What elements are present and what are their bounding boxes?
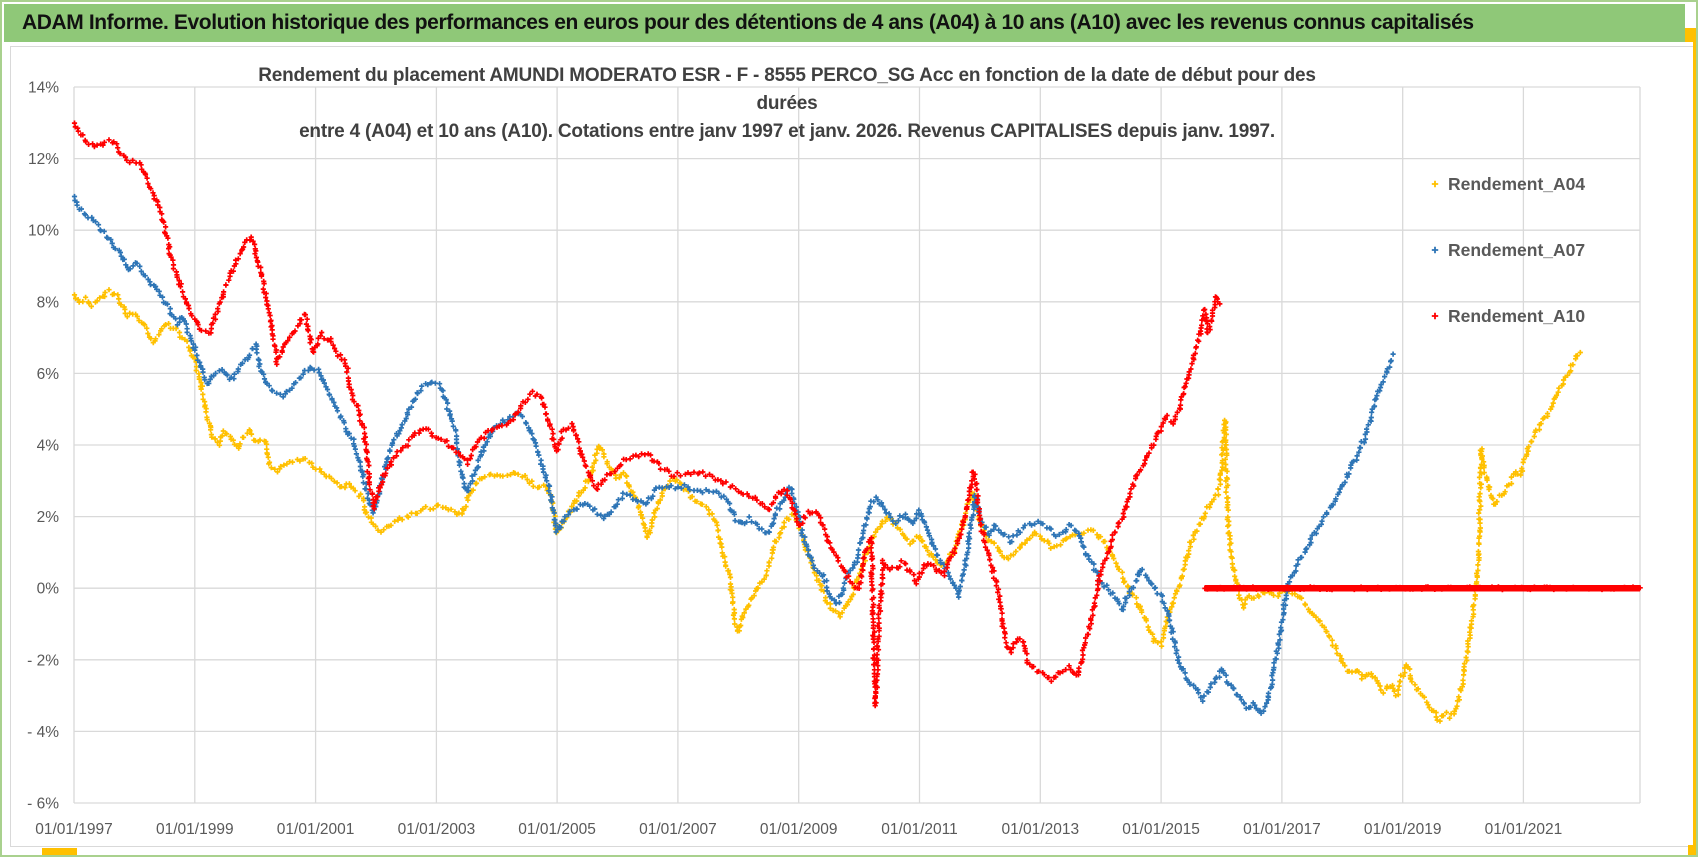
legend-marker-Rendement_A04: [1431, 180, 1439, 188]
chart-card: [10, 46, 1696, 847]
series-Rendement_A07: [71, 193, 1396, 716]
x-axis-tick-label: 01/01/2011: [881, 821, 957, 838]
y-axis-tick-label: 10%: [28, 223, 59, 240]
selection-handle-bottom-left: [42, 848, 77, 855]
x-axis-tick-label: 01/01/2005: [518, 821, 596, 838]
legend-label-Rendement_A07: Rendement_A07: [1448, 240, 1585, 260]
legend-label-Rendement_A04: Rendement_A04: [1448, 174, 1585, 194]
y-axis-tick-label: - 2%: [27, 652, 59, 669]
series-Rendement_A10: [71, 120, 1223, 709]
series-Rendement_A04: [71, 287, 1583, 724]
legend-label-Rendement_A10: Rendement_A10: [1448, 306, 1585, 326]
chart-title: Rendement du placement AMUNDI MODERATO E…: [242, 62, 1332, 146]
x-axis-tick-label: 01/01/2007: [639, 821, 717, 838]
chart-title-line1: Rendement du placement AMUNDI MODERATO E…: [258, 65, 1316, 114]
y-axis-tick-label: - 4%: [27, 724, 59, 741]
series-Rendement_A10-flat-markers: [1202, 584, 1643, 593]
x-axis-tick-label: 01/01/1999: [156, 821, 234, 838]
x-axis-tick-label: 01/01/2003: [398, 821, 476, 838]
x-axis-tick-label: 01/01/2019: [1364, 821, 1442, 838]
x-axis-tick-label: 01/01/2021: [1485, 821, 1563, 838]
y-axis-tick-label: 12%: [28, 151, 59, 168]
x-axis-tick-label: 01/01/2001: [277, 821, 355, 838]
chart-title-line2: entre 4 (A04) et 10 ans (A10). Cotations…: [299, 121, 1275, 142]
legend-marker-Rendement_A07: [1431, 246, 1439, 254]
selection-handle-top-right: [1685, 28, 1696, 42]
x-axis-tick-label: 01/01/2013: [1002, 821, 1080, 838]
x-axis-tick-label: 01/01/2017: [1243, 821, 1321, 838]
x-axis-tick-label: 01/01/1997: [35, 821, 113, 838]
selection-handle-bottom-right: [1688, 845, 1696, 855]
y-axis-tick-label: - 6%: [27, 796, 59, 813]
x-axis-tick-label: 01/01/2015: [1122, 821, 1200, 838]
y-axis-tick-label: 6%: [37, 366, 60, 383]
right-edge-highlight: [1693, 42, 1696, 854]
legend-marker-Rendement_A10: [1431, 312, 1439, 320]
y-axis-tick-label: 4%: [37, 438, 60, 455]
y-axis-tick-label: 8%: [37, 294, 60, 311]
x-axis-tick-label: 01/01/2009: [760, 821, 838, 838]
y-axis-tick-label: 0%: [37, 581, 60, 598]
header-bar: ADAM Informe. Evolution historique des p…: [4, 4, 1685, 42]
y-axis-tick-label: 14%: [28, 80, 59, 97]
page-title: ADAM Informe. Evolution historique des p…: [22, 11, 1474, 34]
y-axis-tick-label: 2%: [37, 509, 60, 526]
